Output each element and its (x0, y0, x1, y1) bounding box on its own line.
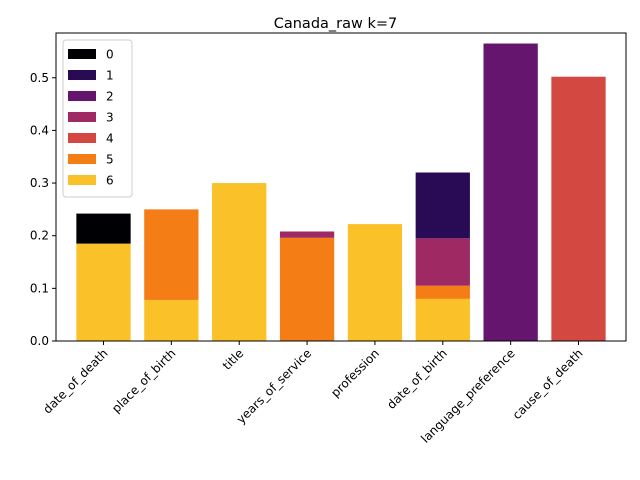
legend-label-1: 1 (106, 69, 114, 83)
y-tick-label-0.2: 0.2 (30, 229, 49, 243)
legend-label-6: 6 (106, 174, 114, 188)
bar-date_of_death-series-0 (76, 213, 131, 244)
legend-label-3: 3 (106, 111, 114, 125)
x-tick-label-date_of_death: date_of_death (40, 346, 110, 416)
y-tick-label-0.1: 0.1 (30, 281, 49, 295)
y-tick-label-0.5: 0.5 (30, 71, 49, 85)
x-tick-label-cause_of_death: cause_of_death (510, 346, 586, 422)
legend-label-0: 0 (106, 48, 114, 62)
bar-language_preference-series-2 (483, 43, 538, 341)
legend: 0 1 2 3 4 5 6 (62, 39, 133, 198)
legend-swatch-3 (68, 112, 96, 122)
bar-place_of_birth-series-6 (144, 299, 199, 341)
legend-swatch-6 (68, 175, 96, 185)
bar-place_of_birth-series-5 (144, 209, 199, 300)
y-tick-label-0.4: 0.4 (30, 123, 49, 137)
legend-swatch-2 (68, 91, 96, 101)
bars-layer (76, 43, 606, 341)
x-tick-label-profession: profession (328, 346, 382, 400)
x-tick-label-title: title (220, 346, 246, 372)
chart-title: Canada_raw k=7 (274, 16, 398, 32)
bar-date_of_birth-series-1 (415, 172, 470, 239)
x-tick-label-date_of_birth: date_of_birth (384, 346, 450, 412)
bar-date_of_birth-series-3 (415, 238, 470, 286)
bar-cause_of_death-series-4 (551, 76, 606, 341)
legend-swatch-0 (68, 49, 96, 59)
bar-title-series-6 (212, 183, 267, 341)
legend-label-2: 2 (106, 90, 114, 104)
bar-profession-series-6 (347, 224, 403, 341)
y-tick-label-0.0: 0.0 (30, 334, 49, 348)
bar-date_of_birth-series-6 (415, 298, 470, 341)
legend-swatch-1 (68, 70, 96, 80)
y-tick-label-0.3: 0.3 (30, 176, 49, 190)
bar-years_of_service-series-3 (279, 231, 335, 238)
legend-label-5: 5 (106, 153, 114, 167)
plot-area-frame (55, 32, 627, 342)
bar-date_of_death-series-6 (76, 243, 131, 341)
legend-swatch-4 (68, 133, 96, 143)
x-tick-label-place_of_birth: place_of_birth (109, 346, 178, 415)
legend-swatch-5 (68, 154, 96, 164)
x-tick-label-years_of_service: years_of_service (234, 346, 314, 426)
bar-date_of_birth-series-5 (415, 285, 470, 299)
legend-label-4: 4 (106, 132, 114, 146)
bar-years_of_service-series-5 (279, 237, 335, 341)
y-axis: 0.0 0.1 0.2 0.3 0.4 0.5 (30, 71, 56, 348)
